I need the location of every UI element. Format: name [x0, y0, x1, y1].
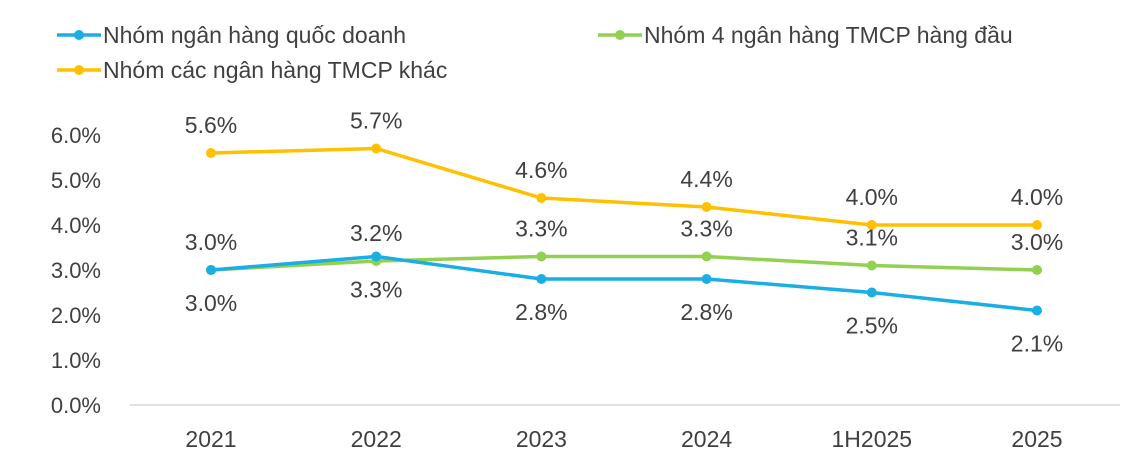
data-label: 3.0%: [185, 229, 237, 255]
data-label: 2.5%: [846, 313, 898, 339]
data-point: [206, 265, 216, 275]
legend-label: Nhóm 4 ngân hàng TMCP hàng đầu: [644, 22, 1013, 48]
data-label: 3.0%: [1011, 229, 1063, 255]
y-tick-label: 1.0%: [51, 348, 101, 373]
data-label: 3.1%: [846, 225, 898, 251]
series-line-1: [210, 254, 1038, 272]
data-point: [536, 274, 547, 284]
data-point: [866, 220, 877, 230]
series-line-2: [210, 146, 1037, 227]
legend-marker: [615, 30, 625, 40]
data-label: 2.1%: [1011, 331, 1063, 357]
x-tick-label: 2021: [185, 426, 236, 452]
y-tick-label: 0.0%: [51, 393, 101, 418]
series-line-0: [210, 254, 1038, 313]
y-tick-label: 2.0%: [51, 303, 101, 328]
legend-marker: [74, 30, 84, 40]
legend-marker: [74, 65, 84, 75]
data-point: [206, 148, 216, 158]
data-point: [866, 287, 877, 298]
y-tick-label: 3.0%: [51, 258, 101, 283]
data-label: 3.2%: [350, 220, 402, 246]
x-tick-label: 2025: [1011, 426, 1062, 452]
data-label: 4.4%: [680, 166, 732, 192]
data-point: [1032, 265, 1042, 275]
data-label: 2.8%: [680, 299, 732, 325]
data-label: 5.7%: [350, 108, 402, 134]
data-label: 2.8%: [515, 299, 567, 325]
data-point: [1032, 220, 1042, 230]
data-point: [1032, 305, 1042, 316]
data-point: [371, 143, 382, 154]
data-label: 4.6%: [515, 157, 567, 183]
x-tick-label: 2024: [681, 426, 732, 452]
x-tick-label: 2023: [516, 426, 567, 452]
data-label: 4.0%: [846, 184, 898, 210]
data-label: 5.6%: [185, 112, 237, 138]
data-point: [701, 274, 712, 284]
data-label: 3.3%: [350, 277, 402, 303]
data-point: [536, 251, 547, 262]
data-point: [866, 260, 877, 271]
x-tick-label: 1H2025: [832, 426, 913, 452]
y-tick-label: 4.0%: [51, 213, 101, 238]
data-point: [701, 251, 712, 262]
y-tick-label: 5.0%: [51, 168, 101, 193]
data-label: 4.0%: [1011, 184, 1063, 210]
legend-label: Nhóm các ngân hàng TMCP khác: [103, 57, 447, 83]
x-tick-label: 2022: [351, 426, 402, 452]
data-label: 3.3%: [680, 216, 732, 242]
legend-label: Nhóm ngân hàng quốc doanh: [103, 22, 406, 48]
data-label: 3.0%: [185, 290, 237, 316]
data-point: [371, 251, 382, 262]
data-point: [701, 202, 712, 212]
data-point: [536, 193, 547, 203]
data-label: 3.3%: [515, 216, 567, 242]
y-tick-label: 6.0%: [51, 123, 101, 148]
